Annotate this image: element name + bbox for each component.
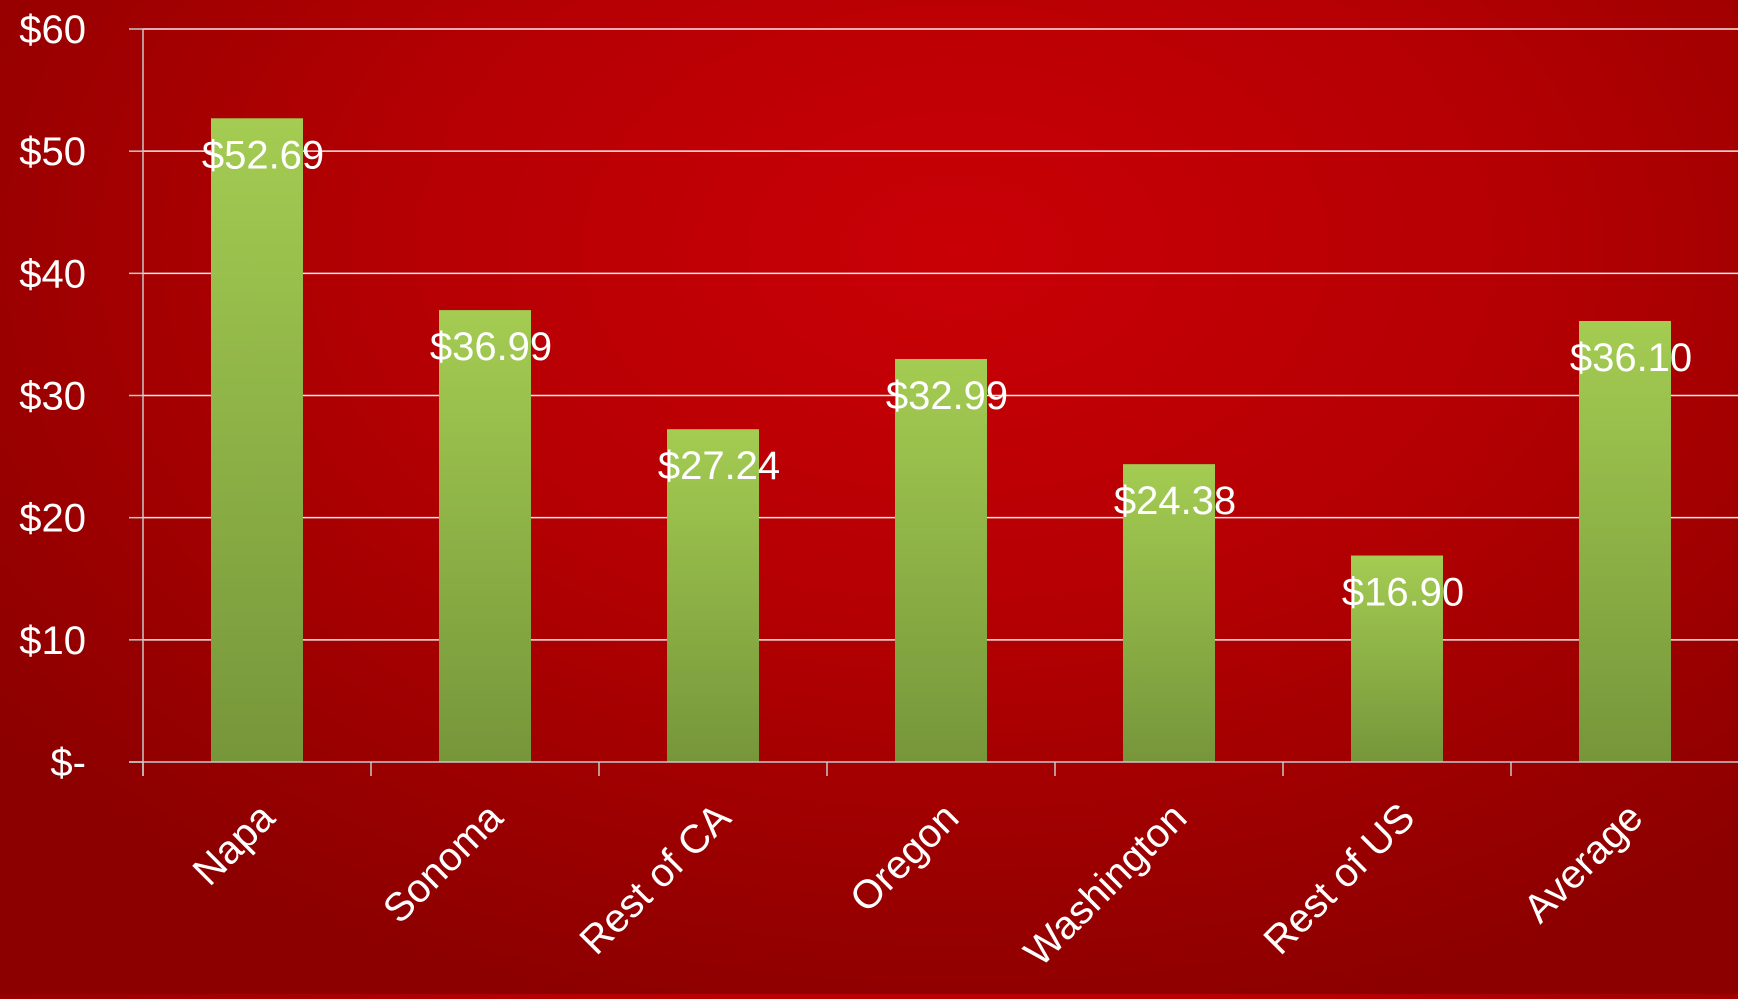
bar-oregon <box>895 358 987 762</box>
bar-rest-of-us <box>1351 555 1443 762</box>
x-tick-label: Sonoma <box>375 795 512 932</box>
y-tick-label: $40 <box>19 252 86 296</box>
bar-washington <box>1123 464 1215 762</box>
x-tick-label: Oregon <box>842 795 967 920</box>
x-tick-label: Napa <box>185 795 284 894</box>
y-tick-label: $60 <box>19 8 86 52</box>
data-label: $24.38 <box>1114 479 1236 523</box>
y-tick-label: $30 <box>19 375 86 419</box>
x-tick-label: Rest of US <box>1255 795 1423 963</box>
data-label: $27.24 <box>658 444 780 488</box>
bar-rest-of-ca <box>667 429 759 762</box>
axes <box>129 28 1738 776</box>
x-tick-label: Average <box>1515 795 1651 931</box>
x-tick-label: Rest of CA <box>571 795 739 963</box>
y-tick-label: $- <box>50 741 86 785</box>
y-tick-label: $50 <box>19 130 86 174</box>
data-label: $32.99 <box>886 374 1008 418</box>
data-label: $36.10 <box>1570 336 1692 380</box>
x-tick-label: Washington <box>1016 795 1195 974</box>
bar-average <box>1579 320 1671 762</box>
y-axis-tick-labels: $- $10 $20 $30 $40 $50 $60 <box>19 8 86 785</box>
x-axis-tick-labels: Napa Sonoma Rest of CA Oregon Washington Rest… <box>185 795 1652 975</box>
data-label: $16.90 <box>1342 571 1464 615</box>
data-label: $36.99 <box>430 325 552 369</box>
bar-sonoma <box>439 310 531 762</box>
data-labels: $52.69 $36.99 $27.24 $32.99 $24.38 $16.90 $36.… <box>202 133 1692 614</box>
y-tick-label: $20 <box>19 497 86 541</box>
y-tick-label: $10 <box>19 619 86 663</box>
bars <box>211 118 1671 762</box>
data-label: $52.69 <box>202 133 324 177</box>
bar-napa <box>211 118 303 762</box>
